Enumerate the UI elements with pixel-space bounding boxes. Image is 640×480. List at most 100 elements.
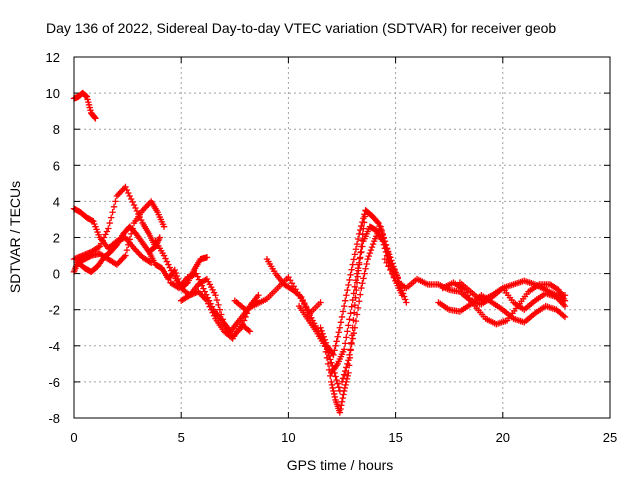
data-point — [239, 320, 246, 328]
data-point — [403, 299, 410, 306]
data-point — [349, 261, 356, 268]
series-arc-1 — [70, 89, 99, 122]
data-point — [317, 299, 324, 306]
data-point — [99, 237, 106, 244]
data-point — [323, 354, 331, 362]
data-point — [126, 192, 133, 200]
data-point — [338, 313, 346, 321]
data-point — [207, 300, 214, 307]
data-point — [560, 312, 567, 319]
y-tick-label: 12 — [46, 50, 60, 65]
data-point — [321, 336, 329, 343]
data-point — [156, 234, 163, 241]
data-point — [352, 246, 360, 253]
data-point — [369, 240, 377, 248]
data-point — [368, 243, 376, 251]
data-point — [344, 328, 351, 335]
data-point — [338, 398, 346, 405]
data-point — [348, 303, 355, 310]
data-point — [349, 335, 356, 342]
data-point — [337, 405, 344, 413]
data-point — [342, 340, 349, 347]
data-point — [353, 240, 361, 248]
data-point — [340, 346, 348, 353]
data-point — [354, 304, 362, 312]
data-point — [347, 310, 354, 317]
y-tick-label: 6 — [53, 158, 60, 173]
data-point — [374, 218, 381, 226]
x-tick-label: 0 — [70, 430, 77, 445]
data-point — [381, 237, 389, 245]
data-point — [330, 351, 337, 359]
data-point — [402, 296, 409, 303]
data-point — [300, 299, 308, 307]
data-point — [354, 235, 362, 243]
data-point — [132, 204, 139, 212]
data-point — [388, 257, 395, 264]
data-point — [359, 243, 366, 250]
x-tick-label: 20 — [496, 430, 510, 445]
data-point — [322, 339, 330, 346]
data-point — [336, 409, 344, 416]
data-point — [340, 302, 348, 310]
x-tick-label: 15 — [388, 430, 402, 445]
data-point — [375, 219, 382, 227]
data-point — [351, 251, 359, 258]
data-point — [359, 218, 366, 226]
series-arc-10 — [231, 274, 324, 317]
data-point — [384, 248, 392, 255]
data-point — [347, 346, 354, 353]
data-point — [344, 360, 351, 368]
data-point — [346, 351, 353, 359]
data-point — [129, 198, 136, 206]
data-point — [204, 294, 211, 301]
data-point — [137, 216, 145, 224]
data-point — [367, 246, 375, 254]
data-point — [162, 255, 169, 262]
data-point — [392, 269, 399, 276]
data-point — [360, 275, 367, 282]
data-point — [245, 326, 252, 334]
data-point — [330, 387, 337, 395]
data-point — [219, 316, 226, 323]
data-point — [343, 364, 350, 371]
data-point — [160, 223, 168, 230]
data-point — [240, 317, 248, 324]
series-arc-18 — [439, 279, 569, 328]
data-point — [328, 359, 335, 366]
data-point — [340, 391, 347, 398]
data-point — [333, 376, 340, 384]
data-point — [387, 266, 394, 274]
data-point — [355, 230, 363, 238]
data-point — [109, 209, 116, 216]
data-point — [334, 333, 341, 340]
data-point — [346, 316, 353, 323]
data-point — [355, 259, 363, 266]
data-point — [216, 306, 223, 313]
data-point — [167, 267, 175, 274]
data-point — [200, 285, 207, 292]
data-point — [106, 219, 113, 227]
grid — [74, 57, 610, 418]
data-point — [123, 246, 131, 254]
data-point — [351, 324, 359, 331]
chart-title: Day 136 of 2022, Sidereal Day-to-day VTE… — [46, 20, 556, 36]
data-point — [344, 286, 351, 294]
data-point — [357, 254, 364, 261]
data-point — [96, 243, 103, 250]
data-point — [100, 234, 108, 241]
y-tick-label: 2 — [53, 231, 60, 246]
y-tick-label: 4 — [53, 194, 60, 209]
data-point — [334, 380, 341, 387]
data-point — [123, 186, 131, 194]
data-point — [347, 271, 354, 279]
data-points — [70, 89, 569, 416]
data-point — [361, 270, 368, 277]
data-point — [95, 244, 102, 251]
data-point — [561, 313, 569, 321]
data-point — [205, 297, 213, 304]
data-point — [561, 302, 569, 310]
data-point — [346, 276, 353, 284]
data-point — [365, 252, 372, 260]
data-point — [338, 402, 345, 409]
